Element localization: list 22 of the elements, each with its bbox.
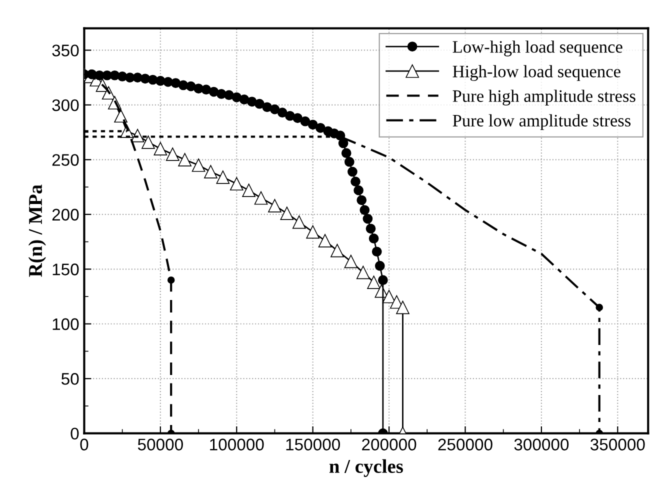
y-tick-label: 50 [61, 373, 79, 385]
x-tick-label: 150000 [286, 438, 340, 450]
x-tick-label: 50000 [138, 438, 183, 450]
legend-label: Pure low amplitude stress [452, 114, 631, 130]
legend-label: Low-high load sequence [452, 40, 622, 56]
x-tick-label: 350000 [590, 438, 645, 450]
x-axis-title: n / cycles [329, 459, 403, 477]
y-axis-title: R(n) / MPa [28, 184, 46, 277]
y-tick-label: 150 [52, 264, 79, 276]
legend-label: Pure high amplitude stress [452, 90, 636, 106]
x-tick-label: 100000 [210, 438, 264, 450]
y-tick-label: 350 [52, 44, 79, 56]
y-tick-label: 100 [52, 318, 79, 330]
y-tick-label: 300 [52, 99, 79, 112]
x-tick-label: 300000 [514, 438, 569, 450]
y-tick-label: 200 [52, 208, 79, 221]
x-tick-label: 200000 [362, 438, 416, 450]
y-tick-label: 0 [70, 428, 79, 440]
x-tick-label: 250000 [438, 438, 492, 450]
y-tick-label: 250 [52, 154, 79, 166]
x-tick-label: 0 [80, 438, 88, 450]
legend-label: High-low load sequence [452, 65, 620, 81]
